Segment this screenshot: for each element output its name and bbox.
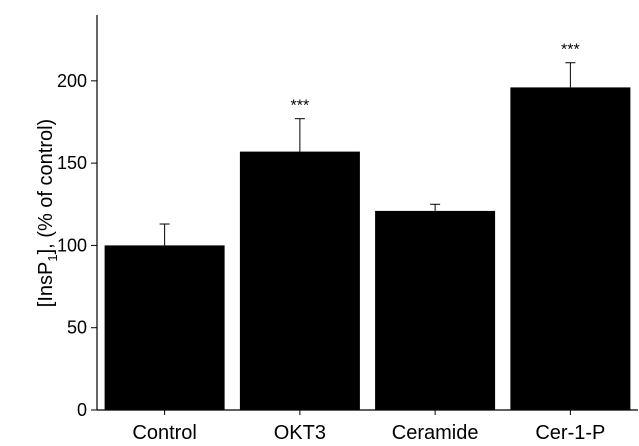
svg-text:[InsP1], (% of control): [InsP1], (% of control) (35, 119, 60, 307)
significance-annotations: *** *** (291, 42, 580, 115)
bar-cer-1-p (510, 87, 631, 411)
y-tick-label: 50 (67, 318, 87, 338)
error-bars-group (159, 62, 576, 246)
y-axis-title: [InsP1], (% of control) (35, 119, 60, 307)
y-tick-label: 200 (57, 71, 87, 91)
bar-ceramide (375, 210, 496, 410)
x-tick-label: Control (132, 422, 196, 444)
significance-label: *** (291, 98, 310, 115)
y-tick-label: 0 (77, 400, 87, 420)
y-ticks-group: 0 50 100 150 200 (57, 71, 97, 420)
bar-control (104, 245, 225, 410)
x-tick-label: OKT3 (274, 422, 326, 444)
x-tick-label: Ceramide (392, 422, 479, 444)
significance-label: *** (561, 42, 580, 59)
bars-group (104, 87, 631, 411)
x-ticks-group: Control OKT3 Ceramide Cer-1-P (132, 410, 605, 444)
y-axis-title-suffix: ], (% of control) (35, 119, 57, 255)
y-tick-label: 150 (57, 153, 87, 173)
y-tick-label: 100 (57, 235, 87, 255)
bar-okt3 (239, 151, 360, 410)
y-axis-title-subscript: 1 (45, 254, 60, 261)
x-tick-label: Cer-1-P (535, 422, 605, 444)
y-axis-title-prefix: [InsP (35, 262, 57, 308)
